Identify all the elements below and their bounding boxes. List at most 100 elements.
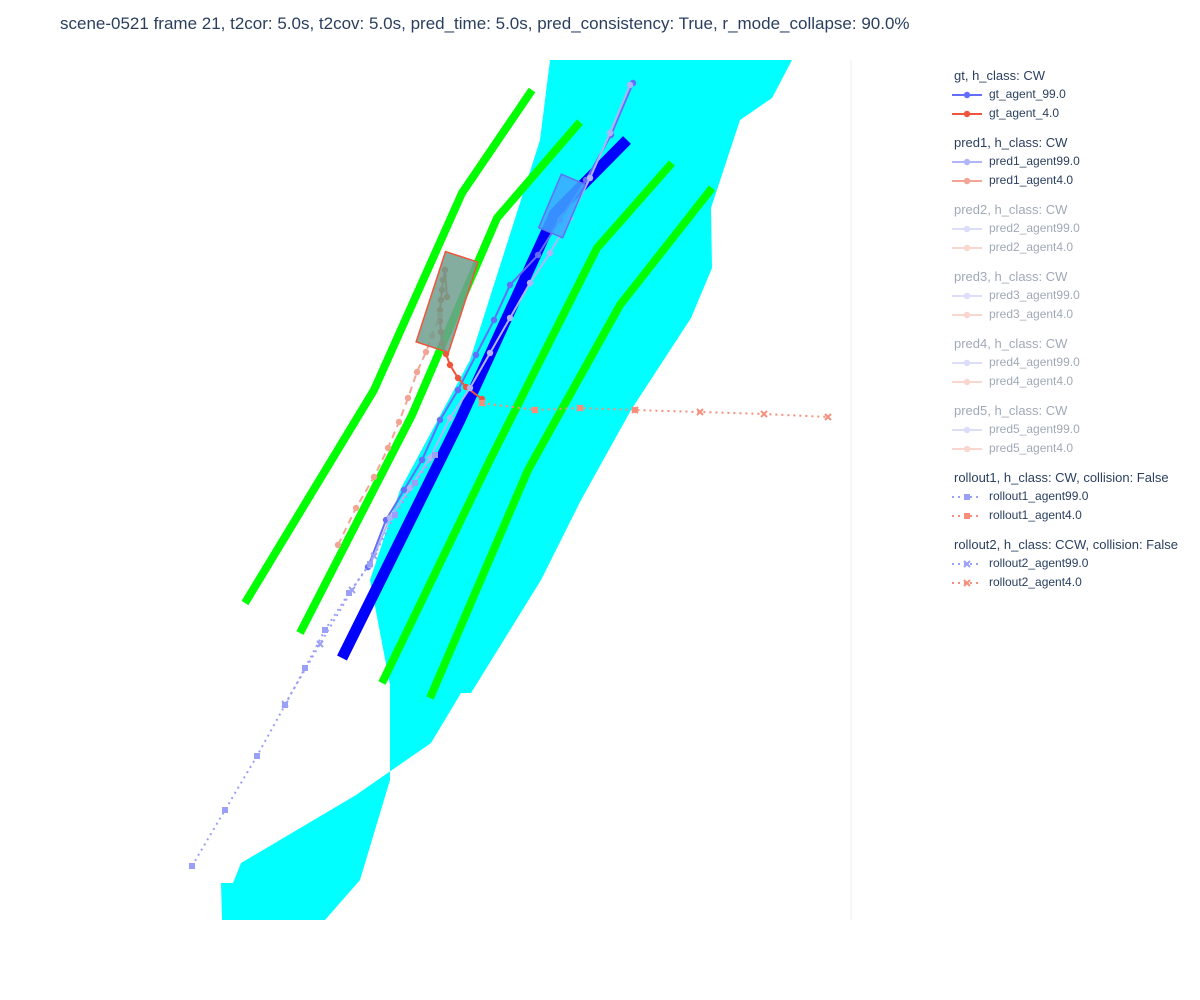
legend-item-label: pred2_agent4.0 <box>989 240 1074 254</box>
data-point[interactable] <box>626 81 634 89</box>
legend-swatch-marker[interactable] <box>963 559 971 568</box>
legend-item[interactable]: gt_agent_99.0 <box>950 85 1190 104</box>
agent-box-agent-99-0[interactable] <box>537 173 587 239</box>
data-point[interactable] <box>422 348 430 356</box>
lane-divider-1-1 <box>241 87 536 606</box>
legend-group: pred5, h_class: CW pred5_agent99.0 pred5_a… <box>950 401 1190 458</box>
data-point[interactable] <box>432 452 438 458</box>
legend-item[interactable]: pred4_agent99.0 <box>950 353 1190 372</box>
legend-item[interactable]: pred3_agent4.0 <box>950 305 1190 324</box>
legend-swatch-marker[interactable] <box>963 244 971 251</box>
legend-item[interactable]: pred4_agent4.0 <box>950 372 1190 391</box>
data-point[interactable] <box>426 454 434 462</box>
series-rollout2-agent99-0 <box>281 552 378 708</box>
data-point[interactable] <box>696 408 704 416</box>
data-point[interactable] <box>586 174 594 182</box>
data-point[interactable] <box>454 374 462 382</box>
legend-swatch-icon <box>952 177 982 184</box>
legend-item-label: rollout2_agent99.0 <box>989 556 1089 570</box>
data-point[interactable] <box>281 700 289 708</box>
legend-swatch-marker[interactable] <box>963 378 971 385</box>
legend-group: pred1, h_class: CW pred1_agent99.0 pred1_a… <box>950 133 1190 190</box>
legend-swatch-marker[interactable] <box>963 292 971 299</box>
data-point[interactable] <box>490 316 498 324</box>
legend-item[interactable]: pred2_agent99.0 <box>950 219 1190 238</box>
data-point[interactable] <box>370 552 378 560</box>
data-point[interactable] <box>478 399 486 407</box>
legend-swatch-marker[interactable] <box>963 311 971 318</box>
legend-swatch-marker[interactable] <box>963 359 971 366</box>
lane-divider-3-4 <box>378 160 675 685</box>
data-point[interactable] <box>546 249 554 257</box>
data-point[interactable] <box>466 384 474 392</box>
data-point[interactable] <box>446 414 454 422</box>
data-point[interactable] <box>824 413 832 421</box>
data-point[interactable] <box>316 640 324 648</box>
data-point[interactable] <box>384 444 392 452</box>
data-point[interactable] <box>352 504 360 512</box>
data-point[interactable] <box>386 514 394 522</box>
data-point[interactable] <box>392 512 398 518</box>
legend-swatch-marker[interactable] <box>963 177 971 184</box>
data-point[interactable] <box>395 418 403 426</box>
data-point[interactable] <box>322 627 328 633</box>
data-point[interactable] <box>254 753 260 759</box>
legend-item[interactable]: pred1_agent99.0 <box>950 152 1190 171</box>
legend-swatch-icon <box>952 426 982 433</box>
data-point[interactable] <box>418 456 426 464</box>
legend-group-title: gt, h_class: CW <box>954 68 1046 83</box>
data-point[interactable] <box>631 406 639 414</box>
legend-swatch-marker[interactable] <box>963 110 971 117</box>
legend-item-label: pred4_agent4.0 <box>989 374 1074 388</box>
legend-group: gt, h_class: CW gt_agent_99.0 gt_agent_4.0 <box>950 66 1190 123</box>
data-point[interactable] <box>370 473 378 481</box>
data-point[interactable] <box>412 480 418 486</box>
legend-group-title: pred3, h_class: CW <box>954 269 1068 284</box>
data-point[interactable] <box>760 410 768 418</box>
legend-item[interactable]: rollout1_agent4.0 <box>950 506 1190 525</box>
data-point[interactable] <box>334 541 342 549</box>
agent-box-agent-4-0[interactable] <box>415 250 479 354</box>
data-point[interactable] <box>526 279 534 287</box>
legend-swatch-marker[interactable] <box>963 158 971 165</box>
data-point[interactable] <box>406 484 414 492</box>
legend-swatch-icon <box>952 158 982 165</box>
legend-item[interactable]: rollout1_agent99.0 <box>950 487 1190 506</box>
data-point[interactable] <box>506 314 514 322</box>
legend-item[interactable]: pred5_agent4.0 <box>950 439 1190 458</box>
legend-swatch-icon <box>952 311 982 318</box>
data-point[interactable] <box>534 251 542 259</box>
data-point[interactable] <box>486 349 494 357</box>
legend-item[interactable]: gt_agent_4.0 <box>950 104 1190 123</box>
data-point[interactable] <box>189 863 195 869</box>
data-point[interactable] <box>606 129 614 137</box>
legend-item[interactable]: rollout2_agent4.0 <box>950 573 1190 592</box>
legend-swatch-marker[interactable] <box>964 493 970 500</box>
data-point[interactable] <box>404 394 412 402</box>
legend-swatch-marker[interactable] <box>963 225 971 232</box>
legend-item[interactable]: pred1_agent4.0 <box>950 171 1190 190</box>
data-point[interactable] <box>302 665 308 671</box>
data-point[interactable] <box>576 404 584 412</box>
legend-item[interactable]: rollout2_agent99.0 <box>950 554 1190 573</box>
legend-item[interactable]: pred2_agent4.0 <box>950 238 1190 257</box>
data-point[interactable] <box>531 406 539 414</box>
data-point[interactable] <box>400 486 408 494</box>
legend-swatch-icon <box>952 110 982 117</box>
data-point[interactable] <box>436 416 444 424</box>
data-point[interactable] <box>454 386 462 394</box>
data-point[interactable] <box>413 368 421 376</box>
legend-item[interactable]: pred5_agent99.0 <box>950 420 1190 439</box>
data-point[interactable] <box>506 281 514 289</box>
data-point[interactable] <box>472 351 480 359</box>
legend-swatch-marker[interactable] <box>963 426 971 433</box>
legend-swatch-marker[interactable] <box>963 445 971 452</box>
legend-item[interactable]: pred3_agent99.0 <box>950 286 1190 305</box>
legend-swatch-marker[interactable] <box>963 91 971 98</box>
legend-swatch-marker[interactable] <box>964 512 970 519</box>
data-point[interactable] <box>446 361 454 369</box>
legend-swatch-marker[interactable] <box>963 578 971 587</box>
data-point[interactable] <box>348 586 356 594</box>
data-point[interactable] <box>222 807 228 813</box>
